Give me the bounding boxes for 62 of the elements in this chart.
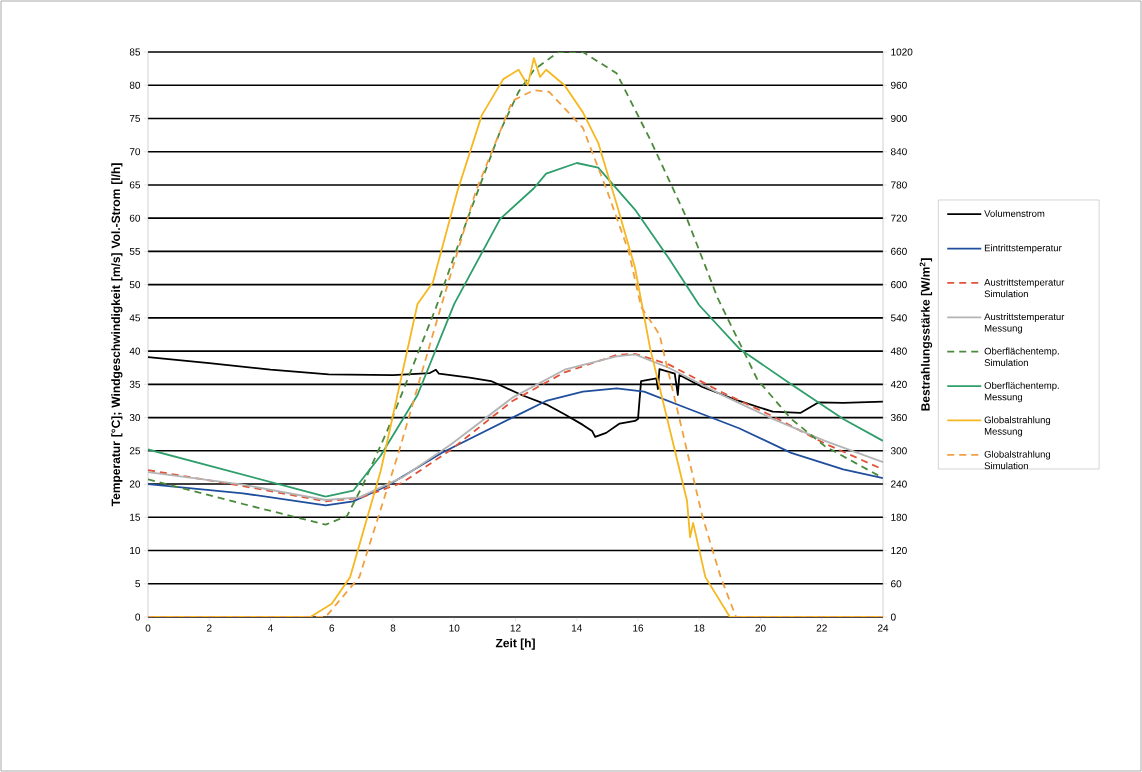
y2-tick-label: 540 [890,314,907,322]
y2-tick-label: 900 [891,114,907,122]
x-tick-label: 8 [390,624,396,632]
y2-tick-label: 960 [891,81,907,89]
y2-tick-label: 840 [890,148,907,156]
y2-tick-label: 600 [891,281,907,289]
y2-tick-label: 0 [890,613,896,621]
y2-tick-label: 780 [891,181,907,189]
x-axis-title: Zeit [h] [495,638,535,650]
x-tick-label: 12 [510,624,521,632]
x-tick-label: 10 [449,624,460,632]
legend-label: Globalstrahlung Simulation [984,450,1051,470]
y2-tick-label: 300 [890,447,907,455]
y-tick-label: 0 [135,613,141,621]
y2-tick-label: 180 [891,513,907,521]
y2-tick-label: 240 [891,480,907,488]
y2-tick-label: 480 [890,347,907,355]
legend-label: Volumenstrom [984,209,1045,217]
legend-label: Oberflächentemp. Messung [984,381,1059,403]
legend-label: Austrittstemperatur Simulation [984,278,1065,298]
x-tick-label: 14 [571,624,583,632]
y-tick-label: 15 [130,513,141,521]
legend-label: Eintrittstemperatur [984,244,1062,254]
y2-tick-label: 660 [891,247,907,255]
x-tick-label: 20 [755,624,766,632]
y-tick-label: 5 [135,580,141,588]
y-tick-label: 45 [129,314,141,322]
y-tick-label: 10 [130,546,141,555]
legend-label: Austrittstemperatur Messung [984,313,1065,334]
y-tick-label: 65 [129,181,141,189]
x-tick-label: 6 [329,624,335,632]
y-tick-label: 20 [129,480,141,488]
y-tick-label: 75 [129,114,141,122]
y2-tick-label: 720 [891,214,907,222]
y2-tick-label: 120 [891,546,907,555]
x-tick-label: 16 [633,624,644,632]
y2-tick-label: 60 [891,580,902,588]
line-series [148,162,884,498]
x-tick-label: 22 [816,624,827,632]
y2-tick-label: 1020 [891,48,913,56]
y-tick-label: 50 [129,281,141,289]
y-tick-label: 60 [129,214,141,222]
y2-axis-title: Bestrahlungsstärke [W/m$^{2}$] [919,258,933,411]
y-tick-label: 25 [129,447,141,455]
x-tick-label: 18 [694,624,705,632]
y-tick-label: 35 [129,380,141,388]
y2-tick-label: 420 [890,380,907,388]
y-tick-label: 70 [129,148,141,156]
legend-label: Oberflächentemp. Simulation [984,347,1059,366]
y-tick-label: 40 [129,347,141,355]
x-tick-label: 2 [206,624,212,632]
y-tick-label: 55 [129,247,141,255]
x-tick-label: 0 [145,624,151,632]
x-tick-label: 24 [877,624,889,632]
y2-tick-label: 360 [890,414,907,422]
y-tick-label: 85 [129,48,141,56]
y-tick-label: 80 [129,81,141,89]
y-axis-title: Temperatur [°C]; Windgeschwindigkeit [m/s] Vol.-Strom [l/h] [111,163,123,507]
line-series [148,387,884,507]
x-tick-label: 4 [267,624,273,632]
legend-label: Globalstrahlung Messung [984,416,1051,437]
y-tick-label: 30 [129,414,141,422]
